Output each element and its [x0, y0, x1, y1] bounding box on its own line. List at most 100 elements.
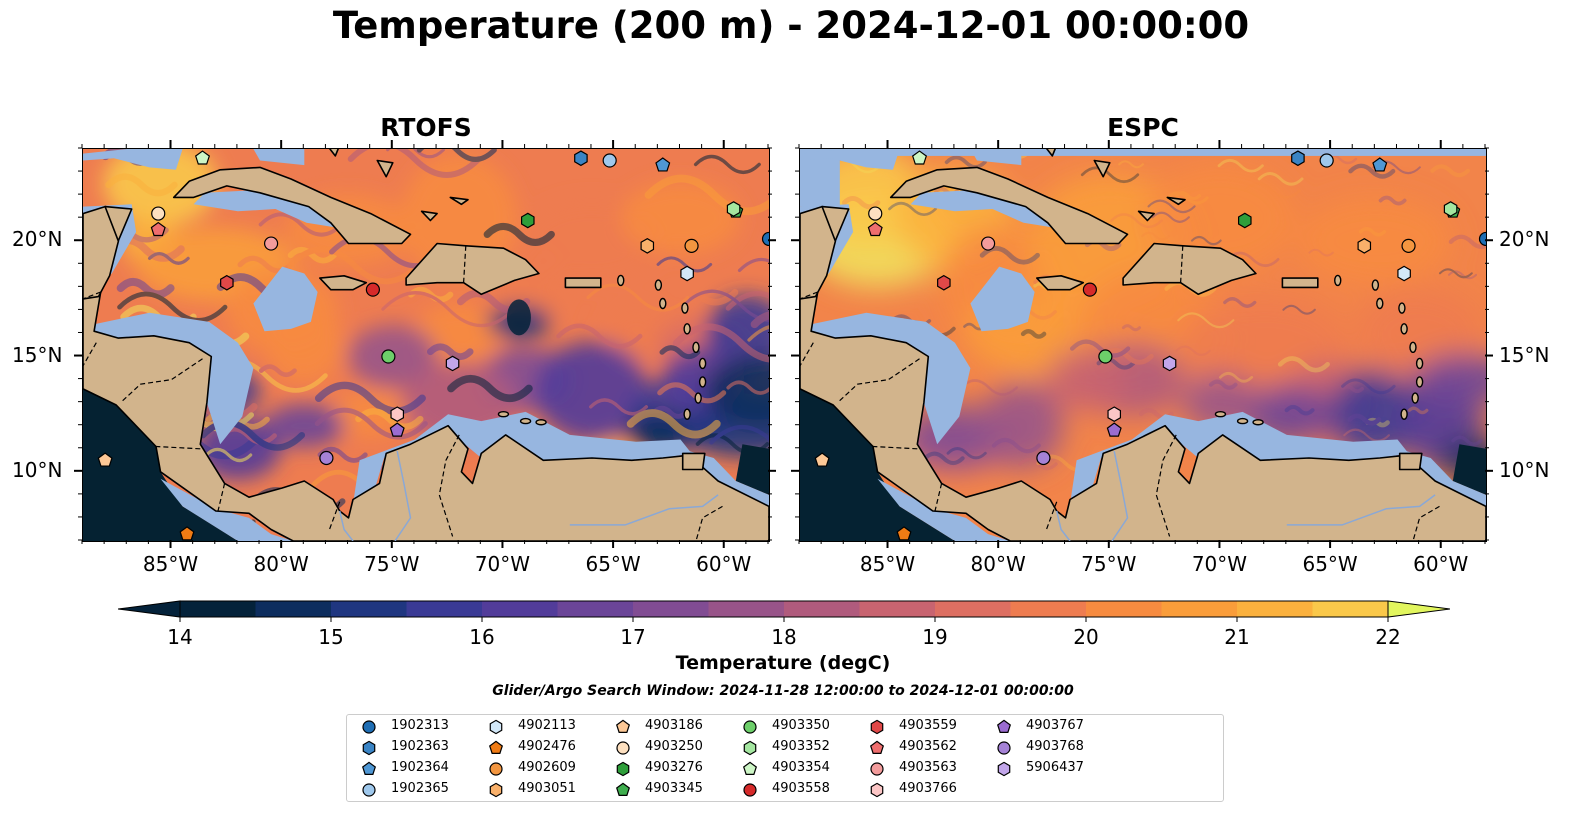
colorbar-segment — [633, 601, 709, 617]
float-marker — [1098, 349, 1113, 364]
latitude-tick-label: 20°N — [12, 227, 63, 252]
land-mask — [800, 149, 1486, 541]
colorbar-segment — [1312, 601, 1389, 617]
map-panel-rtofs — [82, 148, 770, 542]
longitude-tick-label: 70°W — [1191, 552, 1248, 576]
legend-label: 5906437 — [1026, 760, 1084, 775]
legend-label: 4903559 — [899, 718, 957, 733]
longitude-tick-label: 85°W — [859, 552, 916, 576]
legend-label: 4903350 — [772, 718, 830, 733]
float-marker — [1107, 406, 1122, 423]
float-marker — [574, 150, 588, 167]
legend-marker-circle — [616, 741, 630, 755]
legend-marker-circle — [743, 783, 757, 797]
legend-label: 1902364 — [391, 760, 449, 775]
colorbar-segment — [1086, 601, 1162, 617]
latitude-tick-label: 15°N — [1499, 342, 1550, 367]
colorbar-segment — [708, 601, 785, 617]
colorbar-tick-label: 20 — [1073, 625, 1099, 649]
legend-marker-pentagon — [489, 740, 503, 754]
colorbar-tick-label: 15 — [318, 625, 344, 649]
legend-marker-hexagon — [870, 719, 884, 735]
country-borders — [83, 245, 723, 541]
colorbar-segment — [1161, 601, 1238, 617]
legend-marker-circle — [362, 720, 376, 734]
legend-marker-circle — [489, 762, 503, 776]
figure-title: Temperature (200 m) - 2024-12-01 00:00:0… — [332, 4, 1250, 47]
rivers — [338, 450, 719, 541]
legend-label: 4903276 — [645, 760, 703, 775]
colorbar-over-arrow — [1387, 600, 1450, 618]
search-window-text: Glider/Argo Search Window: 2024-11-28 12… — [492, 683, 1074, 699]
float-marker — [194, 150, 211, 165]
legend-marker-hexagon — [489, 782, 503, 798]
longitude-tick-label: 65°W — [1302, 552, 1358, 576]
colorbar-tick-label: 14 — [167, 625, 193, 649]
legend-marker-circle — [997, 741, 1011, 755]
colorbar-segment — [331, 601, 407, 617]
country-borders — [800, 245, 1440, 541]
colorbar-segment — [180, 601, 256, 617]
panel-title-rtofs: RTOFS — [380, 113, 472, 142]
legend-marker-pentagon — [743, 761, 757, 775]
legend-marker-circle — [743, 720, 757, 734]
legend-label: 1902313 — [391, 718, 449, 733]
legend-marker-circle — [362, 783, 376, 797]
colorbar-under-arrow — [118, 600, 181, 618]
colorbar — [118, 600, 1450, 618]
legend-marker-hexagon — [743, 740, 757, 756]
pacific-region — [83, 388, 238, 541]
float-marker — [867, 221, 883, 237]
legend-marker-pentagon — [997, 719, 1011, 733]
longitude-tick-label: 85°W — [142, 552, 199, 576]
colorbar-segment — [859, 601, 936, 617]
float-marker — [1401, 238, 1416, 253]
float-legend: 1902313 1902363 1902364 1902365 4902113 49024… — [346, 714, 1224, 802]
colorbar-tick-label: 18 — [771, 625, 797, 649]
float-marker — [1082, 282, 1097, 297]
float-marker — [150, 221, 166, 237]
float-marker — [1372, 157, 1388, 172]
float-marker — [1036, 450, 1051, 466]
longitude-tick-label: 65°W — [585, 552, 641, 576]
colorbar-segment — [406, 601, 483, 617]
legend-marker-hexagon — [489, 719, 503, 735]
colorbar-tick-label: 17 — [620, 625, 646, 649]
legend-label: 4902609 — [518, 760, 576, 775]
float-marker — [868, 206, 883, 221]
colorbar-tick-label: 22 — [1375, 625, 1401, 649]
legend-label: 4902476 — [518, 739, 576, 754]
colorbar-tick-label: 19 — [922, 625, 948, 649]
legend-label: 4903354 — [772, 760, 830, 775]
float-marker — [445, 355, 460, 372]
longitude-tick-label: 75°W — [1081, 552, 1137, 576]
float-marker — [655, 157, 671, 172]
float-marker — [1443, 201, 1458, 217]
rivers — [1055, 450, 1436, 541]
legend-marker-pentagon — [362, 761, 376, 775]
legend-marker-pentagon — [616, 782, 630, 796]
legend-label: 4903558 — [772, 781, 830, 796]
legend-label: 4903250 — [645, 739, 703, 754]
legend-label: 4902113 — [518, 718, 576, 733]
float-marker — [761, 231, 769, 247]
legend-label: 4903766 — [899, 781, 957, 796]
legend-marker-hexagon — [870, 782, 884, 798]
latitude-tick-label: 20°N — [1499, 227, 1550, 252]
latitude-tick-label: 10°N — [12, 457, 63, 482]
float-marker — [319, 450, 334, 466]
float-marker — [389, 422, 405, 437]
float-marker — [1291, 150, 1305, 167]
longitude-tick-label: 70°W — [474, 552, 531, 576]
legend-label: 4903051 — [518, 781, 576, 796]
colorbar-segment — [1237, 601, 1313, 617]
land-mask — [83, 149, 769, 541]
float-marker — [97, 452, 113, 467]
legend-label: 4903345 — [645, 781, 703, 796]
legend-marker-hexagon — [616, 761, 630, 777]
colorbar-segment — [482, 601, 558, 617]
float-marker — [179, 526, 195, 541]
colorbar-segment — [255, 601, 332, 617]
panel-title-espc: ESPC — [1107, 113, 1179, 142]
latitude-tick-label: 10°N — [1499, 457, 1550, 482]
